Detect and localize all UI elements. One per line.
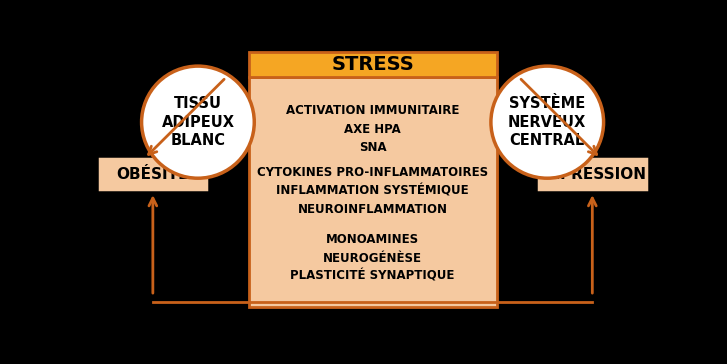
Text: SYSTÈME: SYSTÈME <box>509 96 585 111</box>
Text: CENTRAL: CENTRAL <box>510 133 585 148</box>
Bar <box>249 77 497 307</box>
Text: MONOAMINES: MONOAMINES <box>326 233 419 246</box>
Text: SNA: SNA <box>359 141 386 154</box>
Text: PLASTICITÉ SYNAPTIQUE: PLASTICITÉ SYNAPTIQUE <box>290 270 455 283</box>
Text: NERVEUX: NERVEUX <box>508 115 587 130</box>
Text: DÉPRESSION: DÉPRESSION <box>538 166 647 182</box>
Text: AXE HPA: AXE HPA <box>344 123 401 136</box>
Bar <box>249 52 497 77</box>
Text: BLANC: BLANC <box>170 133 225 148</box>
Text: STRESS: STRESS <box>332 55 414 74</box>
Text: OBÉSITÉ: OBÉSITÉ <box>116 166 189 182</box>
Text: INFLAMMATION SYSTÉMIQUE: INFLAMMATION SYSTÉMIQUE <box>276 184 469 197</box>
Ellipse shape <box>142 66 254 178</box>
Text: ADIPEUX: ADIPEUX <box>161 115 234 130</box>
Text: ACTIVATION IMMUNITAIRE: ACTIVATION IMMUNITAIRE <box>286 104 459 118</box>
Text: CYTOKINES PRO-INFLAMMATOIRES: CYTOKINES PRO-INFLAMMATOIRES <box>257 166 488 179</box>
Text: NEUROINFLAMMATION: NEUROINFLAMMATION <box>297 202 448 215</box>
Bar <box>97 156 209 192</box>
Text: TISSU: TISSU <box>174 96 222 111</box>
Bar <box>536 156 648 192</box>
Ellipse shape <box>491 66 603 178</box>
Text: NEUROGÉNÈSE: NEUROGÉNÈSE <box>323 252 422 265</box>
